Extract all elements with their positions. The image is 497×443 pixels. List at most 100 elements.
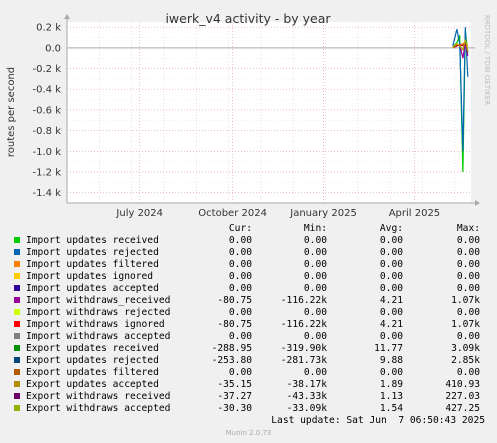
legend-max: 0.00 (456, 283, 480, 294)
legend-min: -38.17k (286, 379, 327, 390)
legend-row: Import withdraws rejected 0.00 0.00 0.00 0.0… (0, 307, 497, 319)
legend-avg: 0.00 (379, 247, 403, 258)
y-tick-label: -0.8 k (33, 126, 62, 137)
legend-swatch (14, 261, 20, 267)
x-axis-arrow (475, 200, 480, 206)
y-tick-label: 0.2 k (36, 23, 61, 34)
x-tick-label: July 2024 (115, 208, 163, 219)
legend-cur: 0.00 (228, 307, 252, 318)
legend-cur: 0.00 (228, 259, 252, 270)
legend-cur: 0.00 (228, 283, 252, 294)
legend-avg: 0.00 (379, 259, 403, 270)
y-tick-label: 0.0 (45, 43, 61, 54)
legend-max: 0.00 (456, 307, 480, 318)
legend-max: 3.09k (451, 343, 480, 354)
legend-label: Export updates received (26, 343, 159, 354)
legend-avg: 4.21 (379, 295, 403, 306)
legend-avg: 1.89 (379, 379, 403, 390)
chart-area: 0.2 k 0.0 -0.2 k -0.4 k -0.6 k -0.8 k -1.0 k -1… (6, 11, 491, 219)
legend-row: Import withdraws accepted 0.00 0.00 0.00 0.0… (0, 331, 497, 343)
legend-swatch (14, 237, 20, 243)
legend-label: Export updates rejected (26, 355, 159, 366)
legend-row: Export updates rejected -253.80 -281.73k 9.… (0, 355, 497, 367)
series-line (452, 27, 469, 152)
legend-cur: -37.27 (217, 391, 252, 402)
legend-cur: -30.30 (217, 403, 252, 414)
y-axis-label: routes per second (6, 67, 17, 157)
legend-label: Import updates rejected (26, 247, 159, 258)
legend-cur: 0.00 (228, 367, 252, 378)
legend-avg: 11.77 (374, 343, 403, 354)
legend-min: 0.00 (303, 235, 327, 246)
legend-swatch (14, 381, 20, 387)
legend-min: -319.90k (280, 343, 327, 354)
legend-label: Import updates received (26, 235, 159, 246)
legend-max: 0.00 (456, 367, 480, 378)
legend-max: 2.85k (451, 355, 480, 366)
legend-cur: -35.15 (217, 379, 252, 390)
legend-label: Import withdraws accepted (26, 331, 171, 342)
legend-cur: -253.80 (211, 355, 252, 366)
legend-label: Import withdraws ignored (26, 319, 165, 330)
rrdtool-credit: RRDTOOL / TOBI OETIKER (483, 15, 491, 105)
legend-max: 0.00 (456, 235, 480, 246)
legend-cur: 0.00 (228, 235, 252, 246)
legend-avg: 0.00 (379, 367, 403, 378)
legend-avg: 4.21 (379, 319, 403, 330)
legend-max: 1.07k (451, 295, 480, 306)
legend-label: Export withdraws received (26, 391, 171, 402)
legend-label: Export withdraws accepted (26, 403, 171, 414)
munin-version: Munin 2.0.73 (225, 429, 272, 437)
legend-cur: -80.75 (217, 319, 252, 330)
y-tick-label: -0.4 k (33, 85, 62, 96)
legend-swatch (14, 357, 20, 363)
legend-label: Export updates accepted (26, 379, 159, 390)
legend-cur: 0.00 (228, 271, 252, 282)
legend-avg: 0.00 (379, 283, 403, 294)
legend-row: Import updates accepted 0.00 0.00 0.00 0.00 (0, 283, 497, 295)
legend-avg: 0.00 (379, 307, 403, 318)
legend-swatch (14, 273, 20, 279)
legend-row: Export updates accepted -35.15 -38.17k 1.89… (0, 379, 497, 391)
y-tick-label: -1.2 k (33, 167, 62, 178)
legend-max: 227.03 (445, 391, 480, 402)
legend-row: Export withdraws received -37.27 -43.33k 1.… (0, 391, 497, 403)
legend-min: 0.00 (303, 307, 327, 318)
legend-max: 0.00 (456, 259, 480, 270)
legend-row: Export updates received -288.95 -319.90k 11… (0, 343, 497, 355)
y-tick-label: -0.2 k (33, 64, 62, 75)
legend-swatch (14, 369, 20, 375)
legend-swatch (14, 249, 20, 255)
plot-background (67, 22, 471, 203)
legend-swatch (14, 321, 20, 327)
legend-swatch (14, 345, 20, 351)
legend-min: -281.73k (280, 355, 327, 366)
legend-avg: 0.00 (379, 331, 403, 342)
column-header-cur: Cur: (228, 223, 252, 234)
legend-swatch (14, 309, 20, 315)
legend-swatch (14, 297, 20, 303)
legend-row: Import withdraws ignored -80.75 -116.22k 4.… (0, 319, 497, 331)
legend-row: Import withdraws_received -80.75 -116.22k 4… (0, 295, 497, 307)
y-axis-arrow (64, 14, 70, 19)
legend-row: Import updates ignored 0.00 0.00 0.00 0.00 (0, 271, 497, 283)
column-header-min: Min: (303, 223, 327, 234)
legend-max: 1.07k (451, 319, 480, 330)
legend-row: Export withdraws accepted -30.30 -33.09k 1.… (0, 403, 497, 415)
legend-min: 0.00 (303, 367, 327, 378)
legend-label: Import updates ignored (26, 271, 154, 282)
legend-label: Import withdraws rejected (26, 307, 171, 318)
legend-min: 0.00 (303, 259, 327, 270)
legend-min: -116.22k (280, 295, 327, 306)
legend-min: 0.00 (303, 247, 327, 258)
legend-min: -33.09k (286, 403, 327, 414)
legend-avg: 0.00 (379, 235, 403, 246)
legend-swatch (14, 333, 20, 339)
series-layer (452, 27, 469, 173)
legend-min: 0.00 (303, 271, 327, 282)
legend-label: Import withdraws_received (26, 295, 171, 306)
legend-cur: -288.95 (211, 343, 252, 354)
legend-max: 0.00 (456, 331, 480, 342)
legend-label: Import updates filtered (26, 259, 159, 270)
legend-min: 0.00 (303, 331, 327, 342)
